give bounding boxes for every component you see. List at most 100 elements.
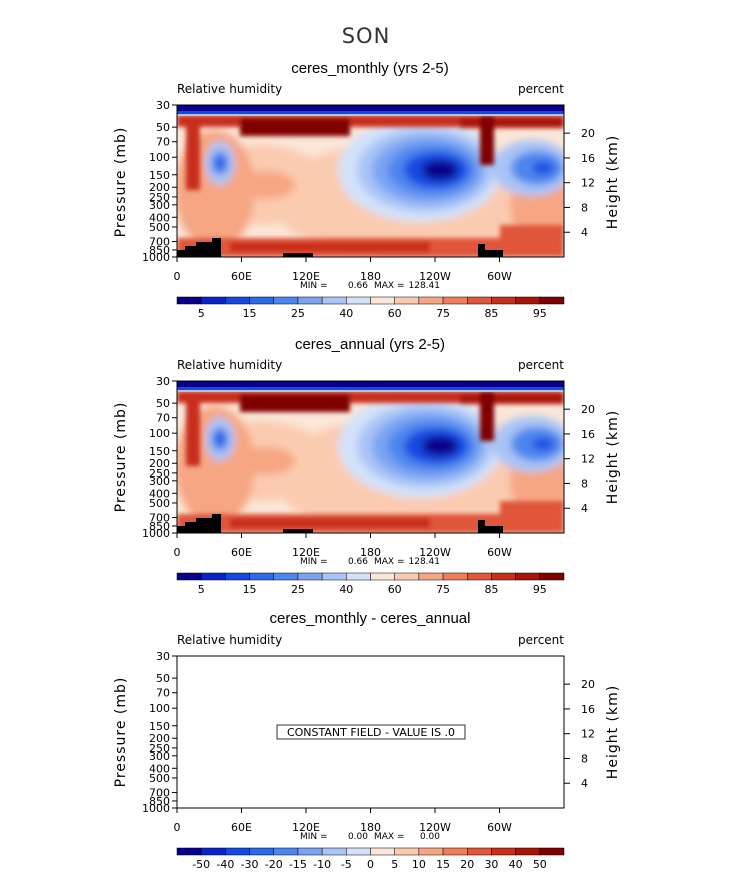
x-axis: 0 60E 120E 180 120W 60W <box>174 257 512 283</box>
y-tick-label: 300 <box>149 475 170 488</box>
x-tick-label: 60W <box>487 546 512 559</box>
colorbar-swatch <box>539 572 565 581</box>
height-tick-label: 8 <box>581 201 588 214</box>
constant-field-box <box>276 724 466 740</box>
y-tick-label: 1000 <box>142 251 170 264</box>
colorbar-swatch <box>200 847 226 856</box>
colorbar-label: 85 <box>484 583 498 596</box>
colorbar-swatch <box>176 847 202 856</box>
colorbar-label: 95 <box>533 307 547 320</box>
y-tick-label: 300 <box>149 750 170 763</box>
colorbar-swatch <box>346 847 371 856</box>
height-tick-label: 4 <box>581 777 588 790</box>
colorbar-label: 10 <box>412 858 426 871</box>
y-tick-label: 700 <box>149 787 170 800</box>
colorbar-swatch <box>321 847 347 856</box>
min-label: MIN = <box>300 281 328 291</box>
colorbar-swatch <box>346 296 371 305</box>
height-tick-label: 20 <box>581 678 595 691</box>
y-tick-label: 150 <box>149 445 170 458</box>
y-axis-label: Pressure (mb) <box>113 677 129 788</box>
panel-title: ceres_monthly - ceres_annual <box>270 610 471 627</box>
panel-difference: ceres_monthly - ceres_annual Relative hu… <box>113 610 621 871</box>
y-tick-label: 250 <box>149 742 170 755</box>
colorbar-label: 5 <box>198 307 205 320</box>
min-label: MIN = <box>300 832 328 842</box>
height-axis: 20 16 12 8 4 <box>564 403 595 515</box>
max-label: MAX = <box>374 281 405 291</box>
colorbar-swatch <box>176 572 202 581</box>
units-label: percent <box>518 82 564 96</box>
height-tick-label: 16 <box>581 152 595 165</box>
y-tick-label: 150 <box>149 720 170 733</box>
colorbar-label: 0 <box>367 858 374 871</box>
colorbar: 5 15 25 40 60 75 85 95 <box>176 296 565 320</box>
colorbar-label: 60 <box>388 307 402 320</box>
x-tick-label: 0 <box>174 546 181 559</box>
colorbar-label: 30 <box>484 858 498 871</box>
colorbar-swatch <box>418 847 444 856</box>
height-axis-label: Height (km) <box>605 685 621 779</box>
y-tick-label: 100 <box>149 151 170 164</box>
y-tick-label: 250 <box>149 191 170 204</box>
colorbar-label: 85 <box>484 307 498 320</box>
height-axis-label: Height (km) <box>605 410 621 504</box>
y-tick-label: 1000 <box>142 527 170 540</box>
y-tick-label: 70 <box>156 412 170 425</box>
colorbar-swatch <box>370 296 395 305</box>
colorbar-swatch <box>442 572 468 581</box>
colorbar-label: -5 <box>341 858 352 871</box>
field-label: Relative humidity <box>177 82 282 96</box>
x-tick-label: 60E <box>231 270 252 283</box>
x-tick-label: 120W <box>419 546 451 559</box>
height-tick-label: 4 <box>581 226 588 239</box>
colorbar-swatch <box>491 572 516 581</box>
height-tick-label: 8 <box>581 477 588 490</box>
colorbar-swatch <box>297 296 323 305</box>
colorbar-swatch <box>467 296 492 305</box>
colorbar-swatch <box>418 572 444 581</box>
x-tick-label: 180 <box>360 546 381 559</box>
colorbar-swatch <box>370 572 395 581</box>
y-tick-label: 500 <box>149 497 170 510</box>
colorbar-label: -50 <box>192 858 210 871</box>
max-value: 128.41 <box>409 281 441 291</box>
max-value: 128.41 <box>409 557 441 567</box>
panel-title: ceres_annual (yrs 2-5) <box>295 336 445 353</box>
x-tick-label: 0 <box>174 270 181 283</box>
colorbar-swatch <box>515 847 541 856</box>
min-label: MIN = <box>300 557 328 567</box>
y-tick-label: 50 <box>156 121 170 134</box>
contour-field <box>177 105 564 257</box>
page-title: SON <box>342 24 391 48</box>
height-axis: 20 16 12 8 4 <box>564 127 595 239</box>
colorbar-swatch <box>370 847 395 856</box>
colorbar-label: 25 <box>291 307 305 320</box>
colorbar-swatch <box>442 296 468 305</box>
colorbar-label: 15 <box>436 858 450 871</box>
height-tick-label: 16 <box>581 428 595 441</box>
y-tick-label: 200 <box>149 732 170 745</box>
y-tick-label: 30 <box>156 650 170 663</box>
x-tick-label: 120E <box>292 270 320 283</box>
height-tick-label: 16 <box>581 703 595 716</box>
colorbar-swatch <box>467 847 492 856</box>
min-value: 0.00 <box>348 832 368 842</box>
x-tick-label: 60W <box>487 270 512 283</box>
panel-title: ceres_monthly (yrs 2-5) <box>291 60 449 77</box>
contour-field <box>177 381 564 533</box>
colorbar-label: 40 <box>339 307 353 320</box>
height-axis: 20 16 12 8 4 <box>564 678 595 790</box>
y-tick-label: 150 <box>149 169 170 182</box>
y-tick-label: 30 <box>156 375 170 388</box>
x-axis: 0 60E 120E 180 120W 60W <box>174 533 512 559</box>
y-tick-label: 100 <box>149 427 170 440</box>
colorbar-swatch <box>273 847 299 856</box>
colorbar-label: 5 <box>391 858 398 871</box>
colorbar-label: -10 <box>313 858 331 871</box>
y-tick-label: 1000 <box>142 802 170 815</box>
y-tick-label: 70 <box>156 687 170 700</box>
colorbar-swatch <box>515 572 541 581</box>
